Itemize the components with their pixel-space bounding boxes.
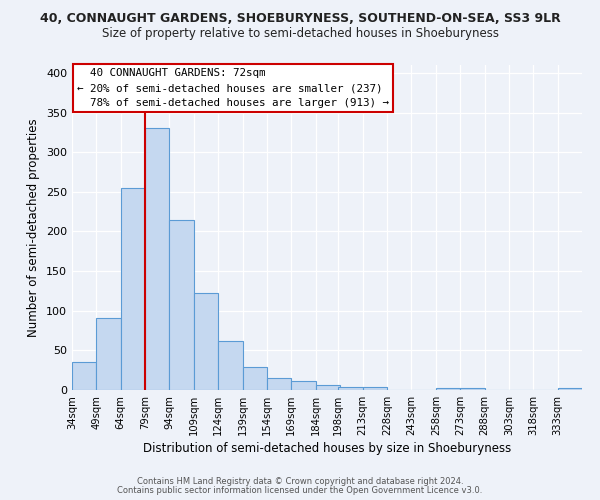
X-axis label: Distribution of semi-detached houses by size in Shoeburyness: Distribution of semi-detached houses by … <box>143 442 511 455</box>
Bar <box>121 188 145 390</box>
Bar <box>557 388 582 390</box>
Text: Size of property relative to semi-detached houses in Shoeburyness: Size of property relative to semi-detach… <box>101 28 499 40</box>
Bar <box>316 385 340 390</box>
Bar <box>72 362 97 390</box>
Text: Contains HM Land Registry data © Crown copyright and database right 2024.: Contains HM Land Registry data © Crown c… <box>137 477 463 486</box>
Bar <box>145 128 169 390</box>
Bar <box>436 388 460 390</box>
Bar <box>218 341 242 390</box>
Bar <box>363 387 387 390</box>
Bar <box>169 220 194 390</box>
Bar <box>460 388 485 390</box>
Bar <box>194 294 218 390</box>
Bar <box>242 367 267 390</box>
Text: 40 CONNAUGHT GARDENS: 72sqm  
← 20% of semi-detached houses are smaller (237)
  : 40 CONNAUGHT GARDENS: 72sqm ← 20% of sem… <box>77 68 389 108</box>
Text: 40, CONNAUGHT GARDENS, SHOEBURYNESS, SOUTHEND-ON-SEA, SS3 9LR: 40, CONNAUGHT GARDENS, SHOEBURYNESS, SOU… <box>40 12 560 26</box>
Text: Contains public sector information licensed under the Open Government Licence v3: Contains public sector information licen… <box>118 486 482 495</box>
Bar <box>97 318 121 390</box>
Bar <box>338 387 363 390</box>
Bar <box>291 382 316 390</box>
Y-axis label: Number of semi-detached properties: Number of semi-detached properties <box>28 118 40 337</box>
Bar <box>267 378 291 390</box>
